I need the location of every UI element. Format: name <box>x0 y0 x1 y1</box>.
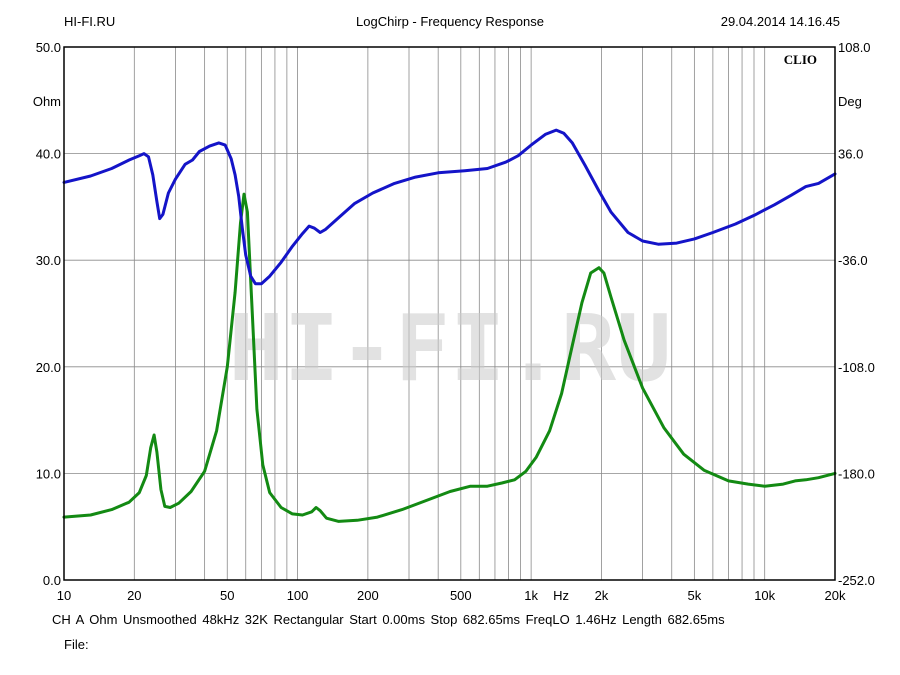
x-tick-label: 10 <box>57 588 71 603</box>
y-right-tick-label: 108.0 <box>838 40 871 55</box>
x-tick-label: 100 <box>287 588 309 603</box>
y-left-tick-label: 40.0 <box>36 147 61 162</box>
x-tick-label: 2k <box>595 588 609 603</box>
y-left-tick-label: 10.0 <box>36 466 61 481</box>
measurement-settings: CH A Ohm Unsmoothed 48kHz 32K Rectangula… <box>52 612 725 627</box>
y-right-tick-label: -36.0 <box>838 253 868 268</box>
clio-brand-label: CLIO <box>784 52 817 67</box>
y-left-tick-label: 0.0 <box>43 573 61 588</box>
y-right-tick-label: -180.0 <box>838 466 875 481</box>
y-left-axis-label: Ohm <box>33 94 61 109</box>
tick-labels: 0.0 10.0 20.0 30.0 40.0 50.0 -252.0 -180.0 -108.… <box>33 40 875 603</box>
y-right-tick-label: -108.0 <box>838 360 875 375</box>
x-tick-label: 1k <box>524 588 538 603</box>
y-left-tick-label: 30.0 <box>36 253 61 268</box>
series-layer <box>62 128 837 523</box>
y-right-tick-label: -252.0 <box>838 573 875 588</box>
timestamp: 29.04.2014 14.16.45 <box>720 14 840 29</box>
x-tick-label: 10k <box>754 588 775 603</box>
x-tick-label: 500 <box>450 588 472 603</box>
file-label: File: <box>64 637 89 652</box>
y-right-tick-label: 36.0 <box>838 147 863 162</box>
x-axis-label: Hz <box>553 588 569 603</box>
x-tick-label: 5k <box>688 588 702 603</box>
watermark: HI-FI.RU <box>228 295 671 402</box>
x-tick-label: 20k <box>825 588 846 603</box>
y-left-tick-label: 20.0 <box>36 360 61 375</box>
y-right-axis-label: Deg <box>838 94 862 109</box>
series-line-green <box>62 192 837 523</box>
chart-title: LogChirp - Frequency Response <box>356 14 544 29</box>
x-tick-label: 50 <box>220 588 234 603</box>
x-tick-label: 200 <box>357 588 379 603</box>
plot-frame <box>63 46 836 581</box>
site-name: HI-FI.RU <box>64 14 116 29</box>
grid <box>64 47 835 580</box>
x-tick-label: 20 <box>127 588 141 603</box>
y-left-tick-label: 50.0 <box>36 40 61 55</box>
series-line-blue <box>62 128 837 286</box>
